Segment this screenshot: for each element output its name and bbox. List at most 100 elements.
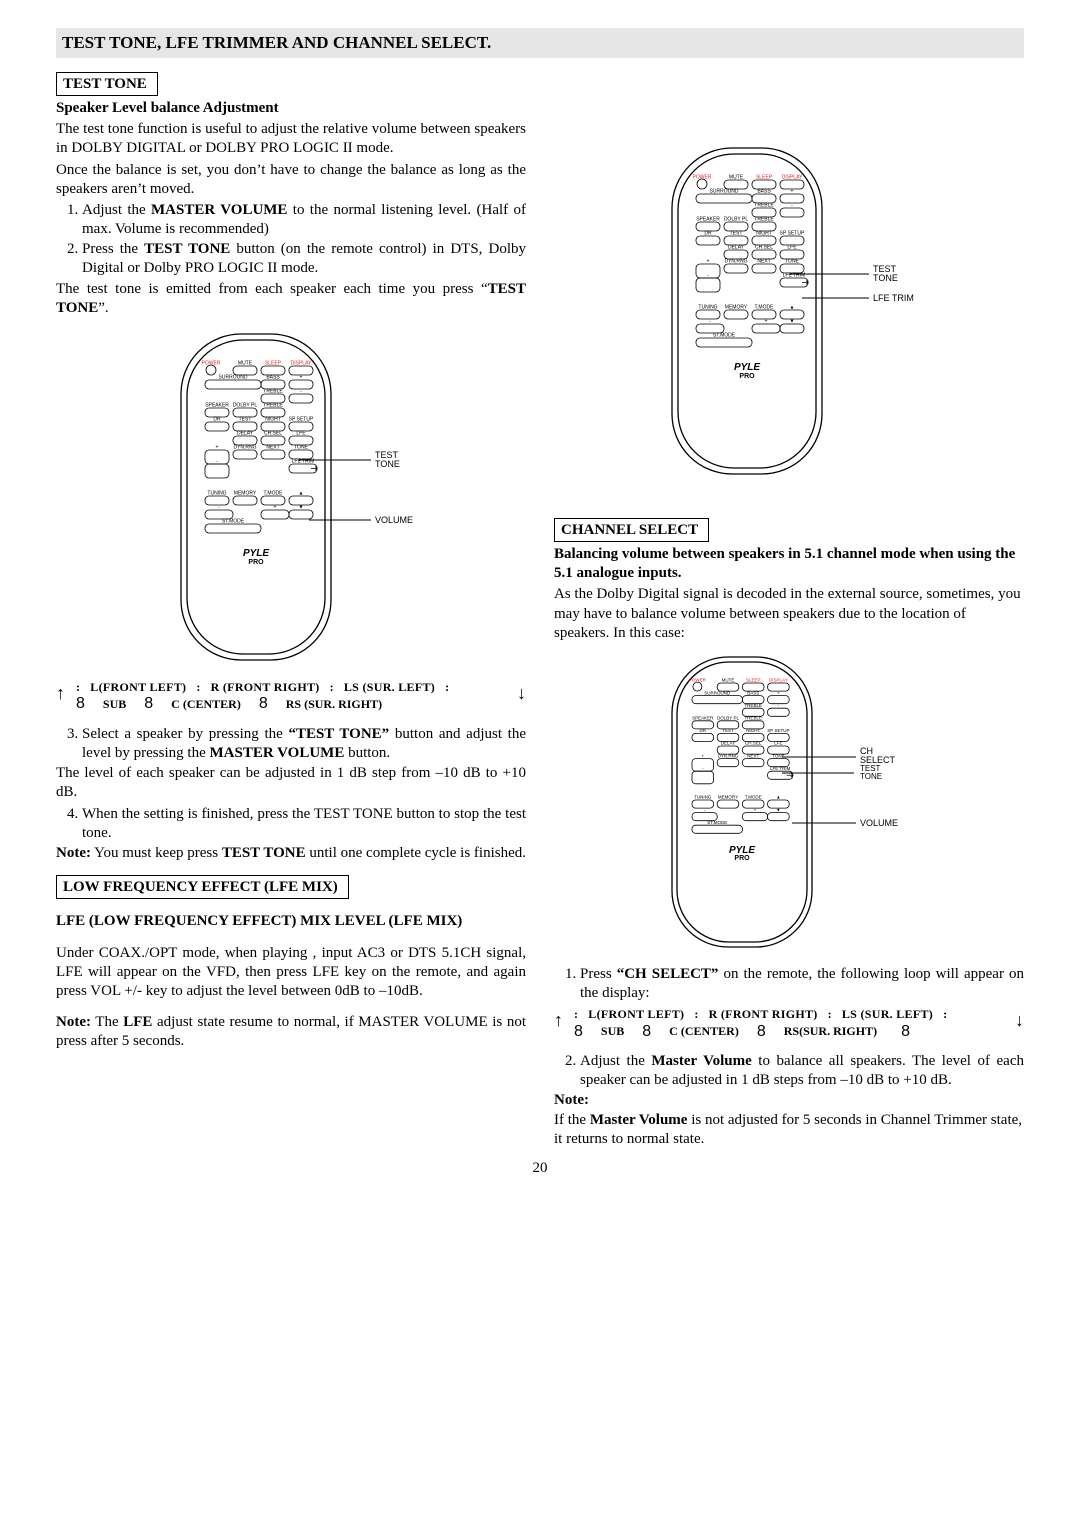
svg-text:▼: ▼ — [776, 807, 780, 812]
remote-diagram-1: POWERMUTESLEEPDISPLAYSURROUNDBASS+TREBLE… — [161, 328, 421, 668]
test-tone-list1: Adjust the MASTER VOLUME to the normal l… — [82, 201, 526, 279]
svg-text:LFE: LFE — [787, 244, 797, 250]
channel-select-p1: As the Dolby Digital signal is decoded i… — [554, 585, 1024, 643]
text: You must keep press — [91, 845, 222, 861]
svg-text:TREBLE: TREBLE — [744, 715, 762, 720]
text: The test tone is emitted from each speak… — [56, 281, 488, 297]
cycle-sub: SUB — [103, 697, 126, 712]
cycle-r: R (FRONT RIGHT) — [211, 680, 320, 695]
test-tone-li3: Select a speaker by pressing the “TEST T… — [82, 725, 526, 763]
text: MASTER VOLUME — [151, 202, 287, 218]
svg-text:SPEAKER: SPEAKER — [696, 216, 720, 222]
svg-text:MEMORY: MEMORY — [725, 304, 748, 310]
page-number: 20 — [56, 1159, 1024, 1178]
svg-text:PYLE: PYLE — [243, 548, 269, 559]
svg-text:+: + — [300, 375, 303, 381]
svg-text:TONE: TONE — [860, 772, 882, 781]
svg-text:VOLUME: VOLUME — [860, 818, 898, 828]
svg-text:SURROUND: SURROUND — [704, 690, 731, 695]
svg-text:DOLBY PL: DOLBY PL — [233, 403, 258, 409]
text: The — [91, 1014, 123, 1030]
svg-text:+: + — [274, 505, 277, 511]
svg-text:CH.SEL: CH.SEL — [755, 244, 773, 250]
svg-text:TREBLE: TREBLE — [263, 403, 283, 409]
speaker-cycle-diagram-2: ↑ ↓ : L(FRONT LEFT) : R (FRONT RIGHT) : … — [554, 1007, 1024, 1042]
arrow-down-icon: ↓ — [517, 682, 526, 705]
text: MASTER VOLUME — [209, 745, 344, 761]
lfe-p1: Under COAX./OPT mode, when playing , inp… — [56, 944, 526, 1002]
text: button. — [344, 745, 390, 761]
svg-text:T.MODE: T.MODE — [755, 304, 775, 310]
svg-text:T.MODE: T.MODE — [264, 491, 284, 497]
lfe-note: Note: The LFE adjust state resume to nor… — [56, 1013, 526, 1051]
text: LFE — [123, 1014, 152, 1030]
right-column: POWER MUTE SLEEP DISPLAY SURROUND BASS + TREBLE… — [554, 72, 1024, 1151]
test-tone-list2: Select a speaker by pressing the “TEST T… — [82, 725, 526, 763]
arrow-down-icon: ↓ — [1015, 1009, 1024, 1032]
svg-text:SLEEP: SLEEP — [746, 678, 761, 683]
text: “CH SELECT” — [617, 966, 719, 982]
svg-text:TONE: TONE — [785, 258, 799, 264]
svg-text:SURROUND: SURROUND — [710, 188, 739, 194]
svg-text:POWER: POWER — [202, 361, 221, 367]
svg-text:SPEAKER: SPEAKER — [692, 715, 714, 720]
svg-text:DR: DR — [700, 728, 707, 733]
svg-text:T.MODE: T.MODE — [745, 795, 762, 800]
test-tone-section: TEST TONE Speaker Level balance Adjustme… — [56, 72, 526, 863]
channel-select-li1: Press “CH SELECT” on the remote, the fol… — [580, 965, 1024, 1003]
svg-text:LFE TRIM: LFE TRIM — [783, 272, 806, 278]
svg-text:SP SETUP: SP SETUP — [767, 728, 789, 733]
svg-text:POWER: POWER — [693, 174, 712, 180]
svg-text:TREBLE: TREBLE — [263, 389, 283, 395]
svg-text:TEST: TEST — [722, 728, 734, 733]
cycle-r: R (FRONT RIGHT) — [709, 1007, 818, 1022]
lfe-title: LOW FREQUENCY EFFECT (LFE MIX) — [56, 875, 349, 899]
svg-text:TONE: TONE — [375, 459, 400, 469]
test-tone-p4: The level of each speaker can be adjuste… — [56, 764, 526, 802]
svg-text:DR: DR — [704, 230, 712, 236]
cycle-c: C (CENTER) — [171, 697, 241, 712]
svg-text:CH.SEL: CH.SEL — [745, 741, 762, 746]
svg-text:PRO: PRO — [739, 373, 755, 380]
lfe-section: LOW FREQUENCY EFFECT (LFE MIX) LFE (LOW … — [56, 875, 526, 1051]
svg-text:PRO: PRO — [248, 559, 264, 566]
svg-text:PYLE: PYLE — [734, 362, 760, 373]
speaker-cycle-diagram: ↑ ↓ : L(FRONT LEFT) : R (FRONT RIGHT) : … — [56, 680, 526, 715]
svg-text:SURROUND: SURROUND — [219, 375, 248, 381]
test-tone-subtitle: Speaker Level balance Adjustment — [56, 99, 526, 118]
svg-text:▲: ▲ — [776, 795, 780, 800]
svg-text:LFE: LFE — [296, 431, 306, 437]
channel-select-list: Press “CH SELECT” on the remote, the fol… — [580, 965, 1024, 1003]
svg-text:NIGHT: NIGHT — [756, 230, 772, 236]
svg-text:▲: ▲ — [790, 304, 795, 310]
svg-text:TONE: TONE — [873, 273, 898, 283]
svg-text:SP SETUP: SP SETUP — [289, 417, 314, 423]
cycle-ls: LS (SUR. LEFT) — [842, 1007, 933, 1022]
test-tone-list3: When the setting is finished, press the … — [82, 805, 526, 843]
svg-text:DELAY: DELAY — [721, 741, 735, 746]
text: Adjust the — [82, 202, 151, 218]
svg-text:MEMORY: MEMORY — [234, 491, 257, 497]
cycle-rs: RS(SUR. RIGHT) — [784, 1024, 877, 1039]
svg-text:DYN.RNG: DYN.RNG — [718, 753, 739, 758]
text: Adjust the — [580, 1053, 651, 1069]
svg-text:BASS: BASS — [757, 188, 771, 194]
svg-text:MUTE: MUTE — [722, 678, 735, 683]
svg-text:▼: ▼ — [790, 318, 795, 324]
svg-text:DR: DR — [213, 417, 221, 423]
svg-text:BASS: BASS — [747, 690, 759, 695]
svg-text:TUNING: TUNING — [694, 795, 712, 800]
svg-text:▼: ▼ — [299, 505, 304, 511]
svg-text:NEXT: NEXT — [266, 445, 279, 451]
test-tone-note: Note: You must keep press TEST TONE unti… — [56, 844, 526, 863]
svg-text:+: + — [701, 753, 704, 758]
two-column-layout: TEST TONE Speaker Level balance Adjustme… — [56, 72, 1024, 1151]
svg-text:TEST: TEST — [730, 230, 743, 236]
test-tone-li2: Press the TEST TONE button (on the remot… — [82, 240, 526, 278]
cycle-rs: RS (SUR. RIGHT) — [286, 697, 382, 712]
test-tone-title: TEST TONE — [56, 72, 158, 96]
svg-text:DISPLAY: DISPLAY — [782, 174, 803, 180]
test-tone-li1: Adjust the MASTER VOLUME to the normal l… — [82, 201, 526, 239]
svg-text:+: + — [765, 318, 768, 324]
remote-diagram-3: POWERMUTESLEEPDISPLAYSURROUNDBASS+TREBLE… — [644, 653, 934, 953]
